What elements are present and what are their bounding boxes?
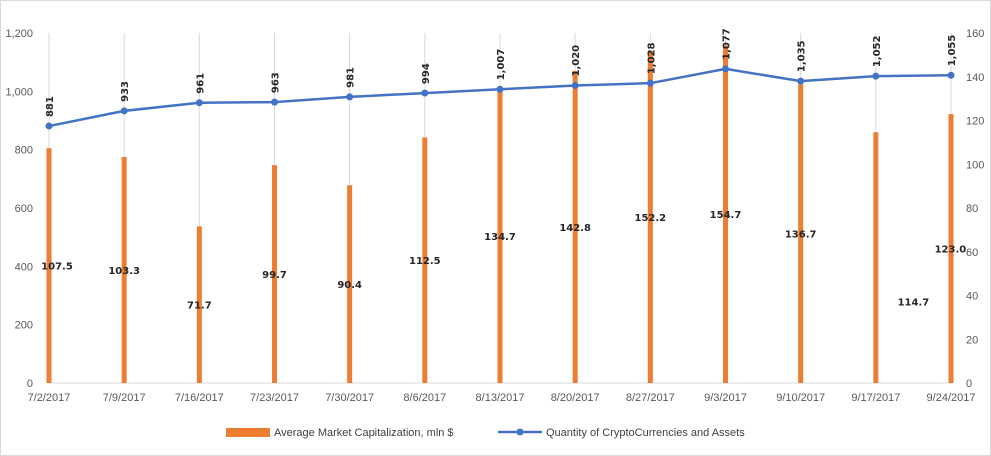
line-data-label: 1,028: [646, 42, 657, 74]
right-axis-tick-label: 0: [966, 378, 972, 390]
line-data-label: 881: [45, 96, 56, 117]
right-axis-tick-label: 160: [966, 28, 984, 40]
legend-label-quantity: Quantity of CryptoCurrencies and Assets: [546, 427, 745, 439]
left-axis: 0 200 400 600 800 1,000 1,200: [5, 28, 33, 390]
x-axis-tick-label: 7/2/2017: [28, 392, 71, 404]
bar-data-label: 112.5: [409, 256, 441, 267]
line-data-label: 961: [195, 73, 206, 94]
line-data-label: 933: [120, 81, 131, 102]
bar: [497, 88, 503, 383]
left-axis-tick-label: 800: [15, 145, 33, 157]
bar-data-label: 99.7: [262, 270, 287, 281]
line-data-label: 963: [271, 72, 282, 93]
bar-data-label: 152.2: [635, 213, 667, 224]
right-axis-tick-label: 20: [966, 334, 978, 346]
bar-data-label: 154.7: [710, 210, 742, 221]
bar: [948, 114, 954, 383]
right-axis: 0 20 40 60 80 100 120 140 160: [966, 28, 984, 390]
bar: [873, 132, 879, 383]
x-axis: 7/2/2017 7/9/2017 7/16/2017 7/23/2017 7/30/2…: [28, 392, 976, 404]
bars-layer: [46, 45, 954, 384]
bar: [647, 50, 653, 383]
bar-data-label: 71.7: [187, 301, 212, 312]
x-axis-tick-label: 9/3/2017: [704, 392, 747, 404]
x-axis-tick-label: 8/6/2017: [403, 392, 446, 404]
x-axis-tick-label: 9/10/2017: [776, 392, 825, 404]
bar: [723, 45, 728, 383]
line-data-label: 1,055: [947, 35, 958, 67]
left-axis-tick-label: 600: [15, 203, 33, 215]
line-point: [722, 65, 729, 73]
right-axis-tick-label: 40: [966, 291, 978, 303]
right-axis-tick-label: 100: [966, 159, 984, 171]
left-axis-tick-label: 1,200: [5, 28, 33, 40]
x-axis-tick-label: 8/13/2017: [476, 392, 525, 404]
left-axis-tick-label: 200: [15, 320, 33, 332]
line-data-label: 1,020: [571, 45, 582, 77]
right-axis-tick-label: 60: [966, 247, 978, 259]
bar-data-label: 136.7: [785, 230, 817, 241]
right-axis-tick-label: 120: [966, 116, 984, 128]
bar-data-label: 134.7: [484, 232, 516, 243]
bar-data-label: 142.8: [559, 223, 591, 234]
x-axis-tick-label: 7/23/2017: [250, 392, 299, 404]
line-point: [45, 122, 53, 130]
line-layer: [45, 65, 955, 130]
line-point: [872, 72, 880, 80]
bar-data-label: 123.0: [935, 245, 967, 256]
left-axis-tick-label: 0: [27, 378, 33, 390]
right-axis-tick-label: 140: [966, 72, 984, 84]
line-point: [646, 79, 654, 87]
x-axis-tick-label: 7/9/2017: [103, 392, 146, 404]
line-data-label: 1,035: [797, 40, 808, 72]
line-point: [346, 93, 354, 101]
x-axis-tick-label: 9/24/2017: [927, 392, 976, 404]
line-point: [571, 82, 579, 89]
bar: [798, 84, 804, 383]
line-point: [271, 98, 278, 106]
legend: Average Market Capitalization, mln $ Qua…: [226, 427, 745, 439]
legend-label-market-cap: Average Market Capitalization, mln $: [274, 427, 454, 439]
left-axis-tick-label: 400: [15, 261, 33, 273]
legend-marker-quantity: [516, 428, 524, 436]
x-axis-tick-label: 7/16/2017: [175, 392, 224, 404]
line-labels-layer: 881 933 961 963 981 994 1,007 1,020 1,028 1,077 1,…: [45, 28, 958, 117]
legend-swatch-market-cap: [226, 428, 270, 437]
bar: [347, 185, 353, 383]
bar: [196, 226, 202, 383]
x-axis-tick-label: 9/17/2017: [851, 392, 900, 404]
bar: [572, 70, 578, 384]
bar: [272, 165, 277, 383]
line-data-label: 1,007: [496, 49, 507, 81]
x-axis-tick-label: 8/20/2017: [551, 392, 600, 404]
bar-labels-layer: 107.5 103.3 71.7 99.7 90.4 112.5 134.7 142.8 152…: [41, 210, 966, 312]
line-data-label: 1,077: [722, 28, 733, 60]
bar: [422, 137, 428, 383]
line-point: [947, 71, 955, 79]
line-data-label: 994: [421, 63, 432, 84]
bar-data-label: 107.5: [41, 262, 73, 273]
x-axis-tick-label: 8/27/2017: [626, 392, 675, 404]
line-point: [797, 77, 805, 85]
bar: [121, 156, 127, 383]
line-point: [421, 89, 429, 97]
x-axis-tick-label: 7/30/2017: [325, 392, 374, 404]
left-axis-tick-label: 1,000: [5, 86, 33, 98]
bar-data-label: 90.4: [337, 280, 362, 291]
bar-data-label: 114.7: [898, 298, 930, 309]
right-axis-tick-label: 80: [966, 203, 978, 215]
line-point: [120, 107, 128, 115]
line-point: [195, 99, 203, 107]
line-data-label: 1,052: [872, 35, 883, 67]
bar: [46, 148, 52, 383]
bar-data-label: 103.3: [108, 266, 140, 277]
line-data-label: 981: [346, 67, 357, 88]
line-point: [496, 85, 504, 93]
